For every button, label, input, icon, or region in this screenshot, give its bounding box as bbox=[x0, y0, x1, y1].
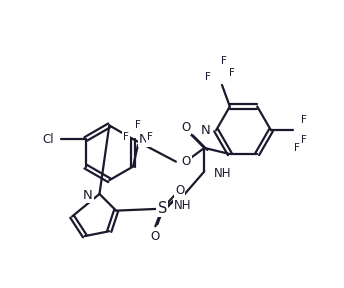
Text: F: F bbox=[301, 115, 307, 126]
Text: N: N bbox=[201, 124, 210, 137]
Text: NH: NH bbox=[214, 167, 232, 180]
Text: O: O bbox=[182, 155, 191, 168]
Text: F: F bbox=[301, 135, 307, 145]
Text: N: N bbox=[139, 132, 149, 146]
Text: F: F bbox=[293, 143, 299, 153]
Text: F: F bbox=[147, 132, 153, 142]
Text: F: F bbox=[221, 56, 227, 67]
Text: NH: NH bbox=[174, 199, 192, 212]
Text: F: F bbox=[123, 132, 129, 142]
Text: Cl: Cl bbox=[42, 132, 54, 146]
Text: O: O bbox=[151, 230, 160, 242]
Text: F: F bbox=[135, 120, 141, 130]
Text: F: F bbox=[205, 72, 211, 82]
Text: O: O bbox=[181, 121, 190, 134]
Text: N: N bbox=[83, 190, 93, 202]
Text: F: F bbox=[229, 68, 235, 78]
Text: O: O bbox=[175, 183, 184, 197]
Text: S: S bbox=[158, 201, 167, 216]
